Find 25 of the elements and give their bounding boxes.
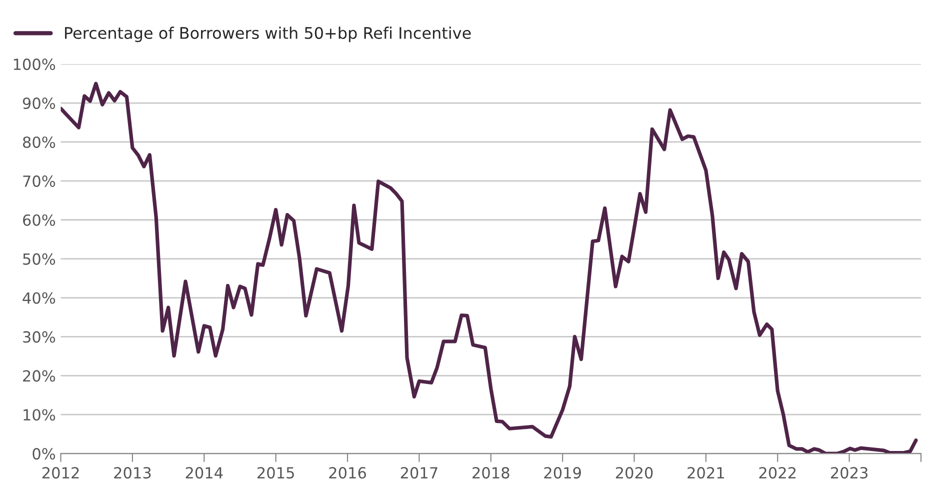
y-tick-label: 20%: [23, 370, 56, 382]
y-tick-label: 80%: [22, 136, 56, 148]
y-tick-label: 60%: [23, 214, 56, 226]
y-tick-label: 40%: [22, 292, 56, 304]
x-tick-label: 2014: [186, 467, 223, 479]
y-tick-label: 100%: [14, 58, 56, 70]
y-tick-label: 70%: [23, 175, 56, 187]
x-tick-label: 2023: [830, 467, 868, 479]
x-tick-label: 2022: [759, 467, 796, 479]
line-series: [60, 82, 918, 454]
x-tick-label: 2015: [258, 467, 294, 479]
x-tick-label: 2016: [329, 467, 366, 479]
y-tick-label: 90%: [22, 98, 56, 110]
x-tick-label: 2020: [616, 467, 653, 479]
x-tick-label: 2019: [544, 467, 581, 479]
x-tick-label: 2012: [42, 467, 79, 479]
y-tick-label: 50%: [23, 253, 56, 265]
y-tick-label: 0%: [32, 448, 56, 460]
x-tick-label: 2018: [472, 467, 510, 479]
x-tick-label: 2021: [688, 467, 724, 479]
x-tick-label: 2017: [400, 467, 438, 479]
y-tick-label: 10%: [24, 409, 56, 421]
legend-label: Percentage of Borrowers with 50+bp Refi Incentive: [65, 26, 471, 42]
x-tick-label: 2013: [114, 467, 151, 479]
y-tick-label: 30%: [23, 331, 56, 343]
